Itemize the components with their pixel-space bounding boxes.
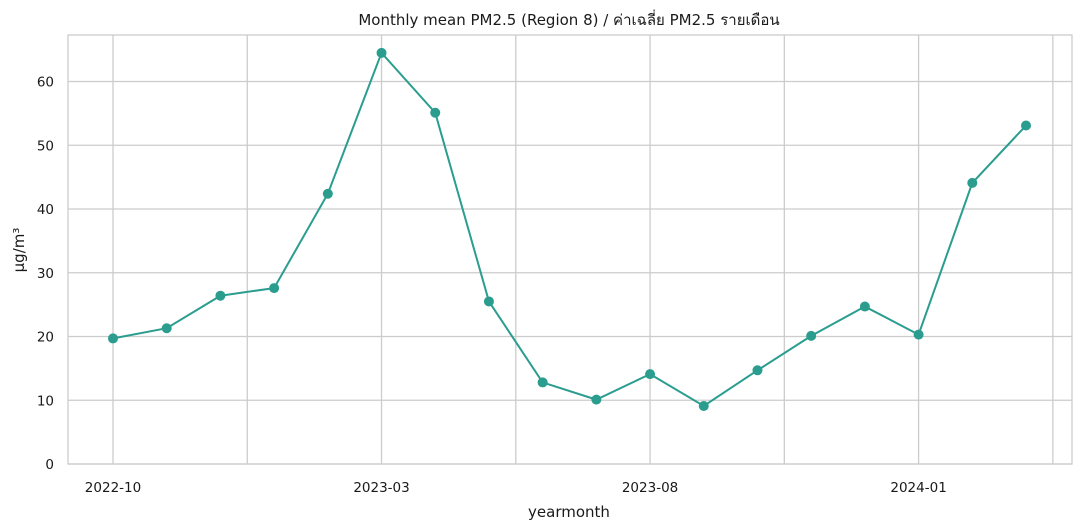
data-point bbox=[698, 400, 709, 411]
data-point bbox=[430, 107, 441, 118]
x-axis-ticks: 2022-10 2023-03 2023-08 2024-01 bbox=[85, 480, 947, 496]
y-tick-label: 40 bbox=[37, 202, 54, 218]
x-tick-label: 2022-10 bbox=[85, 480, 141, 496]
x-tick-label: 2023-08 bbox=[622, 480, 678, 496]
x-tick-label: 2023-03 bbox=[353, 480, 409, 496]
y-tick-label: 60 bbox=[37, 75, 54, 91]
series-layer bbox=[108, 47, 1031, 411]
data-point bbox=[376, 47, 387, 58]
y-tick-label: 20 bbox=[37, 330, 54, 346]
grid-layer bbox=[68, 35, 1072, 465]
data-point bbox=[537, 377, 548, 388]
data-point bbox=[591, 394, 602, 405]
data-point bbox=[967, 177, 978, 188]
data-point bbox=[913, 329, 924, 340]
y-tick-label: 10 bbox=[37, 393, 54, 409]
data-point bbox=[161, 323, 172, 334]
y-axis-label: µg/m³ bbox=[10, 228, 28, 273]
y-tick-label: 0 bbox=[45, 457, 54, 473]
data-point bbox=[752, 365, 763, 376]
y-axis-ticks: 0 10 20 30 40 50 60 bbox=[37, 75, 54, 473]
data-point bbox=[269, 283, 280, 294]
data-point bbox=[108, 333, 118, 344]
data-point bbox=[215, 290, 226, 301]
data-point bbox=[645, 369, 656, 380]
data-point bbox=[859, 301, 870, 312]
series-line bbox=[112, 50, 1027, 408]
chart-title: Monthly mean PM2.5 (Region 8) / ค่าเฉลี่… bbox=[358, 9, 779, 29]
y-tick-label: 50 bbox=[37, 138, 54, 154]
data-point bbox=[322, 188, 333, 199]
data-point bbox=[806, 330, 817, 341]
x-axis-label: yearmonth bbox=[528, 503, 610, 521]
y-tick-label: 30 bbox=[37, 266, 54, 282]
data-point bbox=[483, 296, 494, 307]
data-point bbox=[1021, 120, 1031, 131]
x-tick-label: 2024-01 bbox=[890, 480, 946, 496]
plot-frame bbox=[67, 34, 1073, 465]
